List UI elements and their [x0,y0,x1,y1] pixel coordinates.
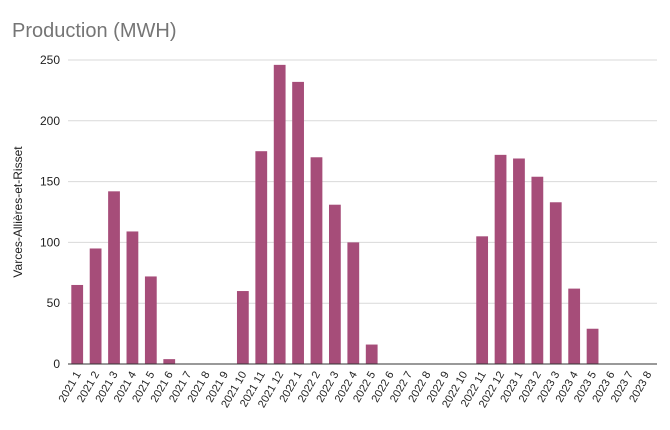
bar [513,158,525,364]
bar [273,64,286,364]
bar [89,248,102,364]
chart-title: Production (MWH) [12,20,176,42]
gridlines [68,59,657,304]
bar [365,344,378,364]
bar [329,204,341,364]
bar [568,288,581,364]
y-tick-label: 150 [40,175,60,189]
bar [163,359,176,364]
bar [255,151,268,364]
y-tick-label: 100 [40,235,60,249]
bar [108,191,120,364]
bar [586,328,599,364]
y-tick-label: 50 [47,296,61,310]
y-tick-label: 250 [40,53,60,67]
bar [292,81,304,364]
bars [71,64,599,364]
bar [310,157,323,364]
bar [549,202,562,364]
y-axis-label: Varces-Allières-et-Risset [11,146,25,278]
bar [347,242,360,364]
y-axis-ticks: 0 50 100 150 200 250 [40,53,60,371]
bar [71,284,84,364]
bar [236,291,249,364]
bar [531,176,544,364]
y-tick-label: 0 [53,357,60,371]
bar [126,231,139,364]
bar [144,276,157,364]
y-tick-label: 200 [40,114,60,128]
bar [494,154,507,364]
bar [476,236,489,364]
